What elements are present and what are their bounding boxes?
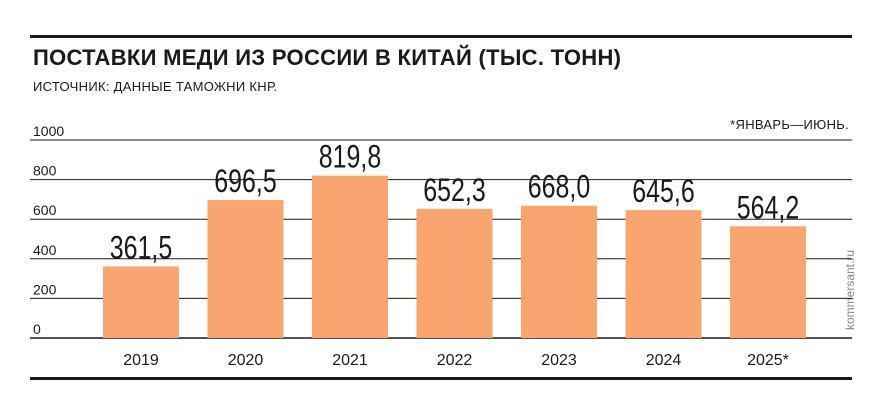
x-tick-label: 2021: [332, 352, 368, 369]
bar: [103, 266, 179, 338]
bar: [416, 208, 493, 338]
data-label: 819,8: [319, 140, 381, 176]
y-tick-label: 800: [33, 163, 57, 179]
data-label: 696,5: [214, 164, 276, 200]
chart-source: ИСТОЧНИК: ДАННЫЕ ТАМОЖНИ КНР.: [33, 79, 278, 94]
bar: [207, 200, 284, 338]
bar: [312, 175, 388, 338]
bar: [730, 226, 806, 338]
y-tick-label: 0: [33, 321, 41, 337]
y-tick-label: 1000: [33, 123, 64, 139]
chart-title: ПОСТАВКИ МЕДИ ИЗ РОССИИ В КИТАЙ (ТЫС. ТО…: [33, 45, 622, 70]
bottom-rule: [30, 377, 852, 380]
y-tick-label: 400: [33, 242, 57, 258]
data-label: 564,2: [737, 190, 799, 226]
data-label: 652,3: [423, 173, 485, 209]
chart-footnote: *ЯНВАРЬ—ИЮНЬ.: [730, 117, 849, 132]
y-tick-label: 600: [33, 202, 57, 218]
x-tick-label: 2025*: [747, 352, 789, 369]
data-label: 361,5: [110, 231, 172, 267]
bar: [521, 205, 597, 338]
y-tick-label: 200: [33, 281, 57, 297]
bar: [625, 210, 702, 338]
x-tick-label: 2020: [228, 352, 264, 369]
x-tick-label: 2024: [646, 352, 682, 369]
top-rule: [30, 35, 852, 38]
x-tick-label: 2023: [541, 352, 577, 369]
x-tick-label: 2019: [123, 352, 159, 369]
data-label: 645,6: [632, 174, 694, 210]
x-tick-label: 2022: [437, 352, 473, 369]
data-label: 668,0: [528, 170, 590, 206]
